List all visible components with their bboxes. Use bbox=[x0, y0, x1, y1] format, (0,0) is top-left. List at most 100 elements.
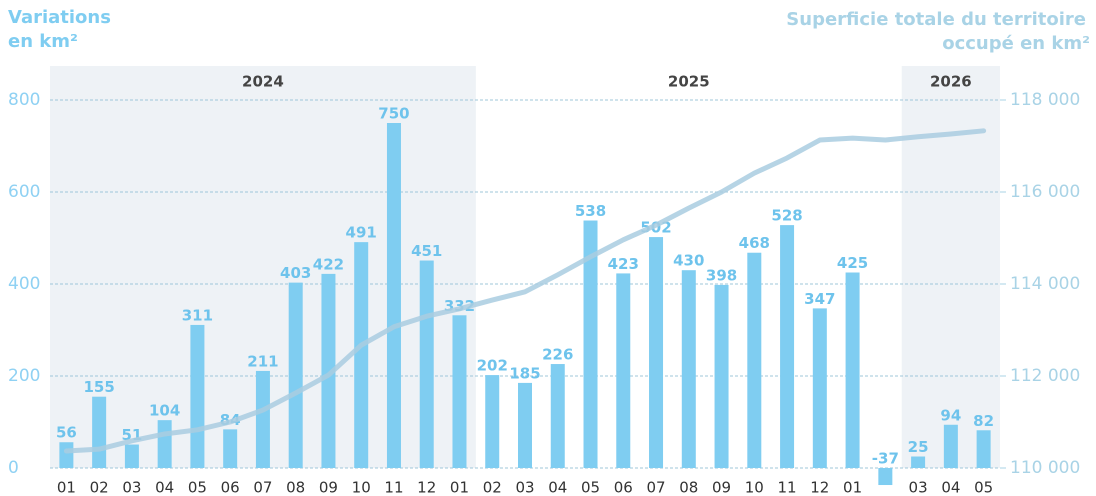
x-tick-label: 09 bbox=[319, 479, 338, 496]
bar bbox=[812, 308, 827, 468]
bar bbox=[943, 424, 958, 468]
x-tick-label: 05 bbox=[188, 479, 207, 496]
y-tick-label: 0 bbox=[8, 458, 19, 478]
y2-tick-label: 116 000 bbox=[1010, 182, 1080, 202]
bar bbox=[911, 456, 926, 468]
data-label: 430 bbox=[673, 252, 704, 270]
data-label: 451 bbox=[411, 242, 442, 260]
y2-tick-label: 118 000 bbox=[1010, 90, 1080, 110]
bar bbox=[354, 242, 369, 468]
x-tick-label: 09 bbox=[712, 479, 731, 496]
data-label: 423 bbox=[608, 255, 639, 273]
bar bbox=[518, 382, 532, 468]
data-label: 82 bbox=[973, 412, 994, 430]
y-tick-label: 600 bbox=[8, 182, 40, 202]
bar bbox=[616, 273, 631, 468]
x-tick-label: 06 bbox=[221, 479, 240, 496]
bar bbox=[780, 225, 795, 468]
bar bbox=[92, 396, 107, 468]
bar bbox=[452, 315, 467, 468]
x-tick-label: 02 bbox=[90, 479, 109, 496]
bar bbox=[321, 273, 336, 468]
bar bbox=[845, 272, 860, 468]
x-tick-label: 03 bbox=[909, 479, 928, 496]
bar bbox=[190, 324, 205, 468]
data-label: -37 bbox=[872, 450, 899, 468]
data-label: 155 bbox=[83, 378, 114, 396]
data-label: 211 bbox=[247, 352, 278, 370]
x-tick-label: 05 bbox=[974, 479, 993, 496]
bar bbox=[223, 429, 238, 468]
bar bbox=[124, 444, 139, 468]
bar bbox=[386, 123, 401, 468]
data-label: 104 bbox=[149, 402, 180, 420]
data-label: 491 bbox=[346, 224, 377, 242]
title-right: occupé en km² bbox=[942, 33, 1090, 54]
data-label: 750 bbox=[378, 105, 409, 123]
data-label: 425 bbox=[837, 254, 868, 272]
data-label: 528 bbox=[771, 207, 802, 225]
x-tick-label: 10 bbox=[745, 479, 764, 496]
bar bbox=[878, 468, 893, 486]
bar bbox=[747, 252, 762, 468]
x-tick-label: 05 bbox=[581, 479, 600, 496]
x-tick-label: 03 bbox=[122, 479, 141, 496]
data-label: 25 bbox=[908, 438, 929, 456]
x-tick-label: 01 bbox=[843, 479, 862, 496]
y2-tick-label: 114 000 bbox=[1010, 274, 1080, 294]
total-area-line bbox=[63, 128, 987, 454]
x-tick-label: 07 bbox=[646, 479, 665, 496]
bar bbox=[157, 420, 172, 468]
y-tick-label: 800 bbox=[8, 90, 40, 110]
bar bbox=[59, 442, 74, 468]
data-label: 94 bbox=[940, 406, 961, 424]
title-right: Superficie totale du territoire bbox=[786, 9, 1086, 30]
bar bbox=[255, 370, 270, 468]
data-label: 226 bbox=[542, 346, 573, 364]
bar bbox=[485, 375, 500, 468]
x-tick-label: 02 bbox=[483, 479, 502, 496]
y2-tick-label: 110 000 bbox=[1010, 458, 1080, 478]
y2-tick-label: 112 000 bbox=[1010, 366, 1080, 386]
data-label: 185 bbox=[509, 364, 540, 382]
data-label: 56 bbox=[56, 424, 77, 442]
x-tick-label: 10 bbox=[352, 479, 371, 496]
bar bbox=[681, 270, 696, 468]
title-left: Variations bbox=[8, 7, 111, 28]
year-label: 2024 bbox=[242, 73, 284, 91]
bar bbox=[649, 237, 664, 468]
x-tick-label: 01 bbox=[450, 479, 469, 496]
x-tick-label: 11 bbox=[384, 479, 403, 496]
bar bbox=[714, 284, 729, 468]
x-tick-label: 04 bbox=[155, 479, 174, 496]
x-tick-label: 04 bbox=[941, 479, 960, 496]
data-label: 422 bbox=[313, 255, 344, 273]
data-label: 311 bbox=[182, 306, 213, 324]
bar bbox=[976, 430, 991, 468]
x-tick-label: 03 bbox=[515, 479, 534, 496]
x-tick-label: 04 bbox=[548, 479, 567, 496]
y-tick-label: 400 bbox=[8, 274, 40, 294]
data-label: 468 bbox=[739, 234, 770, 252]
data-label: 347 bbox=[804, 290, 835, 308]
x-tick-label: 07 bbox=[253, 479, 272, 496]
x-tick-label: 01 bbox=[57, 479, 76, 496]
data-label: 538 bbox=[575, 202, 606, 220]
bar bbox=[288, 282, 303, 468]
year-label: 2025 bbox=[668, 73, 710, 91]
x-tick-label: 12 bbox=[810, 479, 829, 496]
data-label: 398 bbox=[706, 266, 737, 284]
x-tick-label: 06 bbox=[614, 479, 633, 496]
title-left: en km² bbox=[8, 31, 78, 52]
y-tick-label: 200 bbox=[8, 366, 40, 386]
x-tick-label: 12 bbox=[417, 479, 436, 496]
x-tick-label: 08 bbox=[679, 479, 698, 496]
data-label: 403 bbox=[280, 264, 311, 282]
bar bbox=[583, 220, 598, 468]
x-tick-label: 11 bbox=[778, 479, 797, 496]
bar bbox=[419, 260, 434, 468]
data-label: 202 bbox=[477, 357, 508, 375]
bar bbox=[550, 364, 565, 468]
x-tick-label: 08 bbox=[286, 479, 305, 496]
